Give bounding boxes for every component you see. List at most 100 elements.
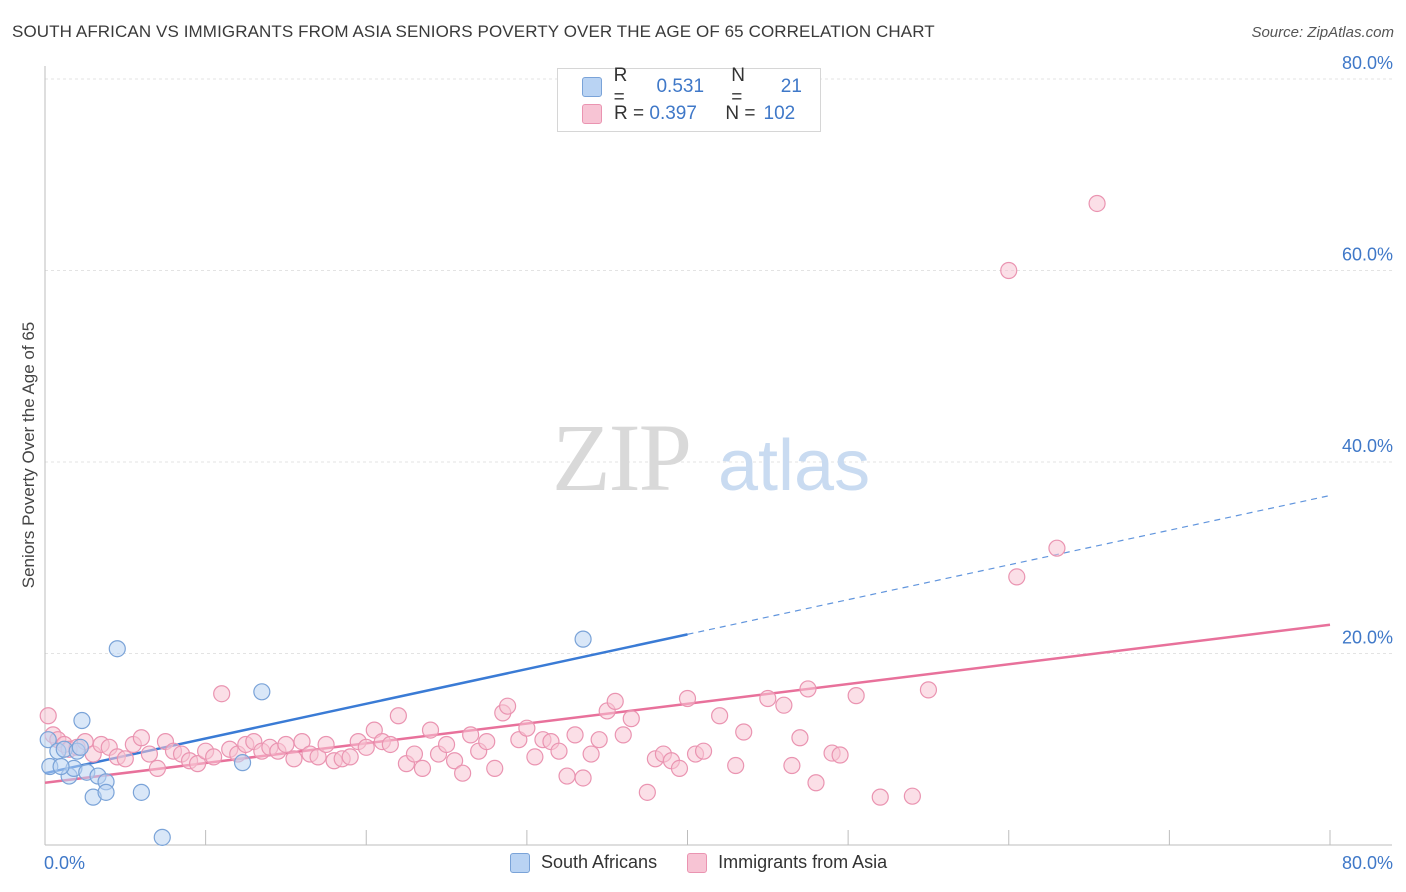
legend-n-value: 102 (763, 103, 796, 124)
point-immigrants-asia (638, 783, 656, 801)
point-immigrants-asia (518, 719, 536, 737)
grid-layer (45, 78, 1392, 654)
point-immigrants-asia (614, 726, 632, 744)
y-tick-label: 40.0% (1342, 436, 1393, 456)
point-immigrants-asia (285, 750, 303, 768)
point-south-africans (108, 640, 126, 658)
point-south-africans (52, 757, 70, 776)
chart-title: SOUTH AFRICAN VS IMMIGRANTS FROM ASIA SE… (12, 22, 935, 41)
legend-row-immigrants-asia: R = 0.397 N = 102 (582, 102, 812, 126)
point-immigrants-asia (454, 764, 472, 782)
point-immigrants-asia (903, 787, 921, 805)
point-immigrants-asia (413, 759, 432, 778)
point-immigrants-asia (678, 689, 697, 708)
point-immigrants-asia (735, 723, 753, 741)
labels-layer: 20.0% 40.0% 60.0% 80.0% 0.0% 80.0% (44, 53, 1393, 873)
bottom-legend-label: South Africans (541, 852, 658, 872)
point-immigrants-asia (486, 759, 504, 778)
source-label: Source: ZipAtlas.com (1251, 24, 1394, 41)
y-tick-label: 60.0% (1342, 245, 1393, 265)
watermark-zip: ZIP (552, 404, 690, 511)
point-immigrants-asia (727, 756, 745, 775)
point-immigrants-asia (421, 721, 440, 739)
point-immigrants-asia (213, 685, 231, 703)
point-immigrants-asia (140, 745, 159, 763)
trendline-south-africans-projection (687, 494, 1331, 635)
point-immigrants-asia (711, 707, 729, 725)
point-immigrants-asia (566, 726, 584, 744)
bottom-legend-south-africans: South Africans (510, 852, 657, 873)
point-immigrants-asia (694, 742, 713, 760)
trend-layer (44, 494, 1331, 785)
y-tick-label: 20.0% (1342, 628, 1393, 648)
point-immigrants-asia (574, 769, 592, 787)
x-tick-label: 80.0% (1342, 853, 1393, 873)
bottom-legend-swatch-pink (687, 852, 708, 873)
legend-n-label: N = (731, 65, 745, 108)
point-immigrants-asia (341, 748, 359, 766)
point-immigrants-asia (148, 759, 167, 778)
legend-r-label: R = (614, 103, 645, 124)
point-immigrants-asia (1088, 194, 1106, 213)
bottom-legend-immigrants-asia: Immigrants from Asia (687, 852, 887, 873)
bottom-legend: South Africans Immigrants from Asia (510, 852, 917, 873)
point-immigrants-asia (558, 767, 576, 785)
point-immigrants-asia (132, 729, 150, 747)
point-south-africans (39, 731, 57, 749)
point-immigrants-asia (309, 748, 327, 766)
point-immigrants-asia (405, 745, 424, 763)
point-south-africans (71, 738, 89, 756)
point-immigrants-asia (606, 692, 624, 710)
point-immigrants-asia (116, 750, 134, 768)
point-immigrants-asia (188, 755, 207, 773)
x-tick-label: 0.0% (44, 853, 85, 873)
point-immigrants-asia (1008, 568, 1026, 586)
point-immigrants-asia (499, 697, 517, 715)
point-immigrants-asia (670, 759, 689, 778)
point-immigrants-asia (1000, 261, 1018, 280)
points-layer (39, 194, 1106, 846)
point-immigrants-asia (807, 774, 825, 792)
legend: R = 0.531 N = 21 R = 0.397 N = 102 (557, 65, 821, 132)
point-immigrants-asia (622, 710, 640, 728)
legend-row-south-africans: R = 0.531 N = 21 (582, 65, 820, 108)
point-immigrants-asia (39, 707, 57, 725)
point-south-africans (233, 754, 252, 772)
point-immigrants-asia (462, 726, 480, 744)
point-south-africans (73, 711, 91, 730)
legend-r-label: R = (613, 65, 628, 108)
point-immigrants-asia (389, 707, 407, 725)
watermark-atlas: atlas (718, 426, 870, 506)
point-immigrants-asia (550, 742, 568, 760)
point-immigrants-asia (293, 732, 311, 751)
y-tick-label: 80.0% (1342, 53, 1393, 73)
point-immigrants-asia (445, 752, 464, 770)
legend-r-value: 0.531 (656, 76, 705, 97)
point-immigrants-asia (437, 735, 456, 754)
point-immigrants-asia (478, 732, 496, 751)
point-immigrants-asia (783, 756, 801, 775)
point-immigrants-asia (847, 687, 865, 705)
point-immigrants-asia (317, 735, 335, 754)
point-south-africans (153, 828, 171, 846)
point-immigrants-asia (871, 788, 889, 806)
point-immigrants-asia (759, 689, 777, 708)
point-south-africans (97, 783, 115, 801)
watermark: ZIP atlas (552, 404, 870, 511)
point-immigrants-asia (590, 731, 608, 749)
point-immigrants-asia (381, 735, 399, 754)
point-south-africans (253, 683, 271, 701)
point-immigrants-asia (919, 681, 938, 699)
point-immigrants-asia (791, 729, 809, 747)
legend-swatch-blue (582, 77, 602, 97)
point-immigrants-asia (831, 746, 849, 764)
point-south-africans (574, 630, 592, 648)
point-immigrants-asia (277, 735, 295, 754)
point-immigrants-asia (582, 745, 600, 763)
legend-swatch-pink (582, 104, 602, 124)
bottom-legend-swatch-blue (510, 852, 530, 873)
legend-r-value: 0.397 (649, 103, 697, 124)
legend-n-value: 21 (780, 76, 802, 97)
point-immigrants-asia (205, 748, 223, 766)
